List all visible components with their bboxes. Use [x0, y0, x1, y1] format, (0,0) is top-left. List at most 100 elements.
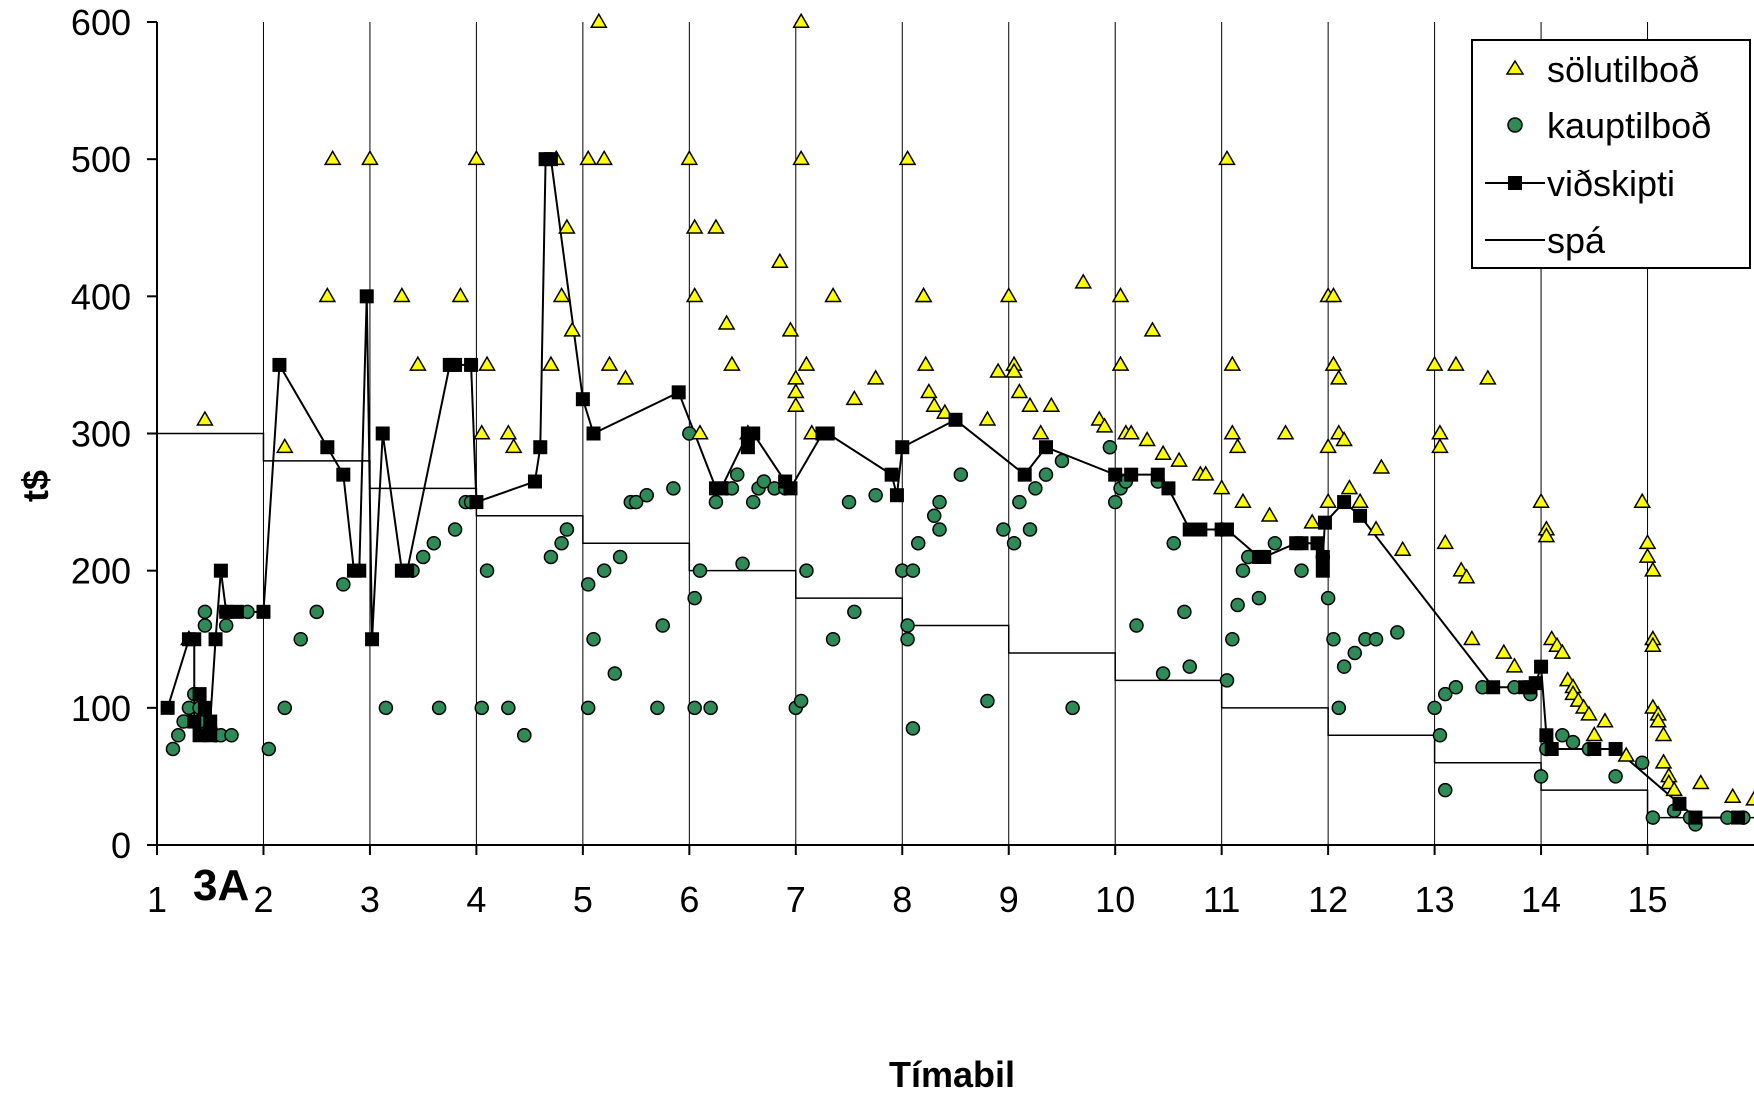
- kauptilbod-point: [1565, 734, 1581, 750]
- kauptilbod-point: [905, 563, 921, 578]
- solutilbod-point: [196, 410, 214, 426]
- solutilbod-point: [989, 362, 1007, 378]
- solutilbod-point: [361, 149, 379, 166]
- kauptilbod-point: [1448, 680, 1464, 695]
- solutilbod-point: [1633, 492, 1652, 509]
- solutilbod-point: [616, 369, 635, 385]
- y-tick-label: 500: [71, 139, 131, 180]
- kauptilbod-point: [1028, 481, 1043, 496]
- vidskipti-point: [1124, 467, 1139, 482]
- vidskipti-series: [160, 152, 1746, 825]
- solutilbod-point: [1319, 437, 1337, 454]
- solutilbod-point: [1196, 465, 1215, 481]
- vidskipti-point: [1587, 741, 1602, 756]
- kauptilbod-point: [953, 467, 969, 482]
- vidskipti-point: [740, 440, 755, 455]
- kauptilbod-point: [1065, 700, 1080, 716]
- vidskipti-point: [1219, 522, 1234, 537]
- kauptilbod-point: [1336, 659, 1352, 674]
- solutilbod-point: [472, 424, 491, 440]
- kauptilbod-point: [932, 522, 947, 537]
- vidskipti-point: [1688, 810, 1703, 825]
- solutilbod-point: [563, 321, 582, 337]
- solutilbod-point: [1170, 451, 1188, 467]
- solutilbod-point: [590, 12, 608, 28]
- vidskipti-point: [895, 440, 910, 455]
- solutilbod-point: [1447, 355, 1465, 371]
- legend-circle-icon: [1507, 117, 1523, 133]
- solutilbod-point: [1654, 725, 1673, 742]
- kauptilbod-point: [277, 700, 293, 716]
- solutilbod-point: [1122, 424, 1140, 440]
- kauptilbod-point: [1219, 673, 1235, 688]
- kauptilbod-point: [687, 590, 702, 606]
- solutilbod-point: [1638, 547, 1657, 563]
- kauptilbod-point: [1267, 535, 1283, 551]
- kauptilbod-point: [431, 700, 447, 716]
- kauptilbod-point: [735, 556, 750, 572]
- solutilbod-point: [499, 424, 518, 440]
- kauptilbod-point: [1427, 700, 1442, 716]
- kauptilbod-point: [655, 618, 670, 633]
- kauptilbod-point: [1225, 632, 1240, 647]
- solutilbod-point: [1553, 643, 1572, 659]
- kauptilbod-point: [1182, 659, 1197, 674]
- solutilbod-point: [552, 287, 571, 303]
- vidskipti-point: [229, 604, 244, 619]
- solutilbod-point: [318, 287, 337, 303]
- kauptilbod-point: [910, 535, 926, 551]
- vidskipti-point: [1528, 676, 1543, 691]
- solutilbod-point: [1260, 506, 1279, 522]
- solutilbod-point: [1580, 705, 1598, 721]
- solutilbod-point: [1010, 383, 1029, 399]
- kauptilbod-point: [309, 604, 324, 620]
- vidskipti-point: [320, 440, 335, 455]
- vidskipti-point: [400, 563, 415, 578]
- kauptilbod-point: [1645, 810, 1661, 825]
- kauptilbod-point: [1230, 597, 1245, 613]
- y-axis-title: t$: [15, 470, 56, 502]
- vidskipti-point: [1731, 810, 1746, 825]
- kauptilbod-point: [1331, 700, 1347, 716]
- x-tick-label: 15: [1628, 879, 1668, 920]
- x-tick-label: 7: [786, 879, 806, 920]
- vidskipti-point: [272, 357, 287, 372]
- kauptilbod-point: [1102, 439, 1118, 455]
- kauptilbod-point: [868, 487, 883, 503]
- solutilbod-point: [1723, 787, 1742, 803]
- solutilbod-point: [792, 12, 810, 28]
- solutilbod-point: [1537, 527, 1556, 543]
- vidskipti-point: [671, 385, 686, 400]
- kauptilbod-point: [729, 467, 745, 482]
- solutilbod-point: [685, 218, 704, 234]
- solutilbod-point: [824, 287, 842, 303]
- kauptilbod-point: [165, 741, 181, 757]
- solutilbod-point: [1005, 362, 1023, 378]
- vidskipti-point: [1317, 515, 1332, 530]
- kauptilbod-point: [1432, 728, 1448, 743]
- vidskipti-point: [884, 467, 899, 482]
- kauptilbod-point: [612, 549, 628, 565]
- solutilbod-point: [1303, 513, 1321, 529]
- vidskipti-point: [575, 392, 590, 407]
- solutilbod-point: [1367, 520, 1385, 536]
- solutilbod-point: [1596, 712, 1614, 728]
- kauptilbod-point: [1251, 590, 1267, 606]
- x-tick-label: 12: [1308, 879, 1348, 920]
- vidskipti-point: [365, 632, 380, 647]
- vidskipti-point: [192, 687, 207, 702]
- x-tick-label: 10: [1095, 879, 1135, 920]
- solutilbod-point: [680, 149, 699, 166]
- kauptilbod-point: [793, 693, 809, 709]
- vidskipti-point: [543, 152, 558, 167]
- solutilbod-point: [1393, 540, 1412, 557]
- kauptilbod-point: [224, 728, 239, 743]
- x-tick-label: 3: [360, 879, 380, 920]
- solutilbod-point: [781, 321, 800, 337]
- solutilbod-point: [1335, 431, 1353, 447]
- vidskipti-point: [213, 563, 228, 578]
- solutilbod-point: [393, 287, 411, 303]
- solutilbod-point: [1431, 437, 1449, 454]
